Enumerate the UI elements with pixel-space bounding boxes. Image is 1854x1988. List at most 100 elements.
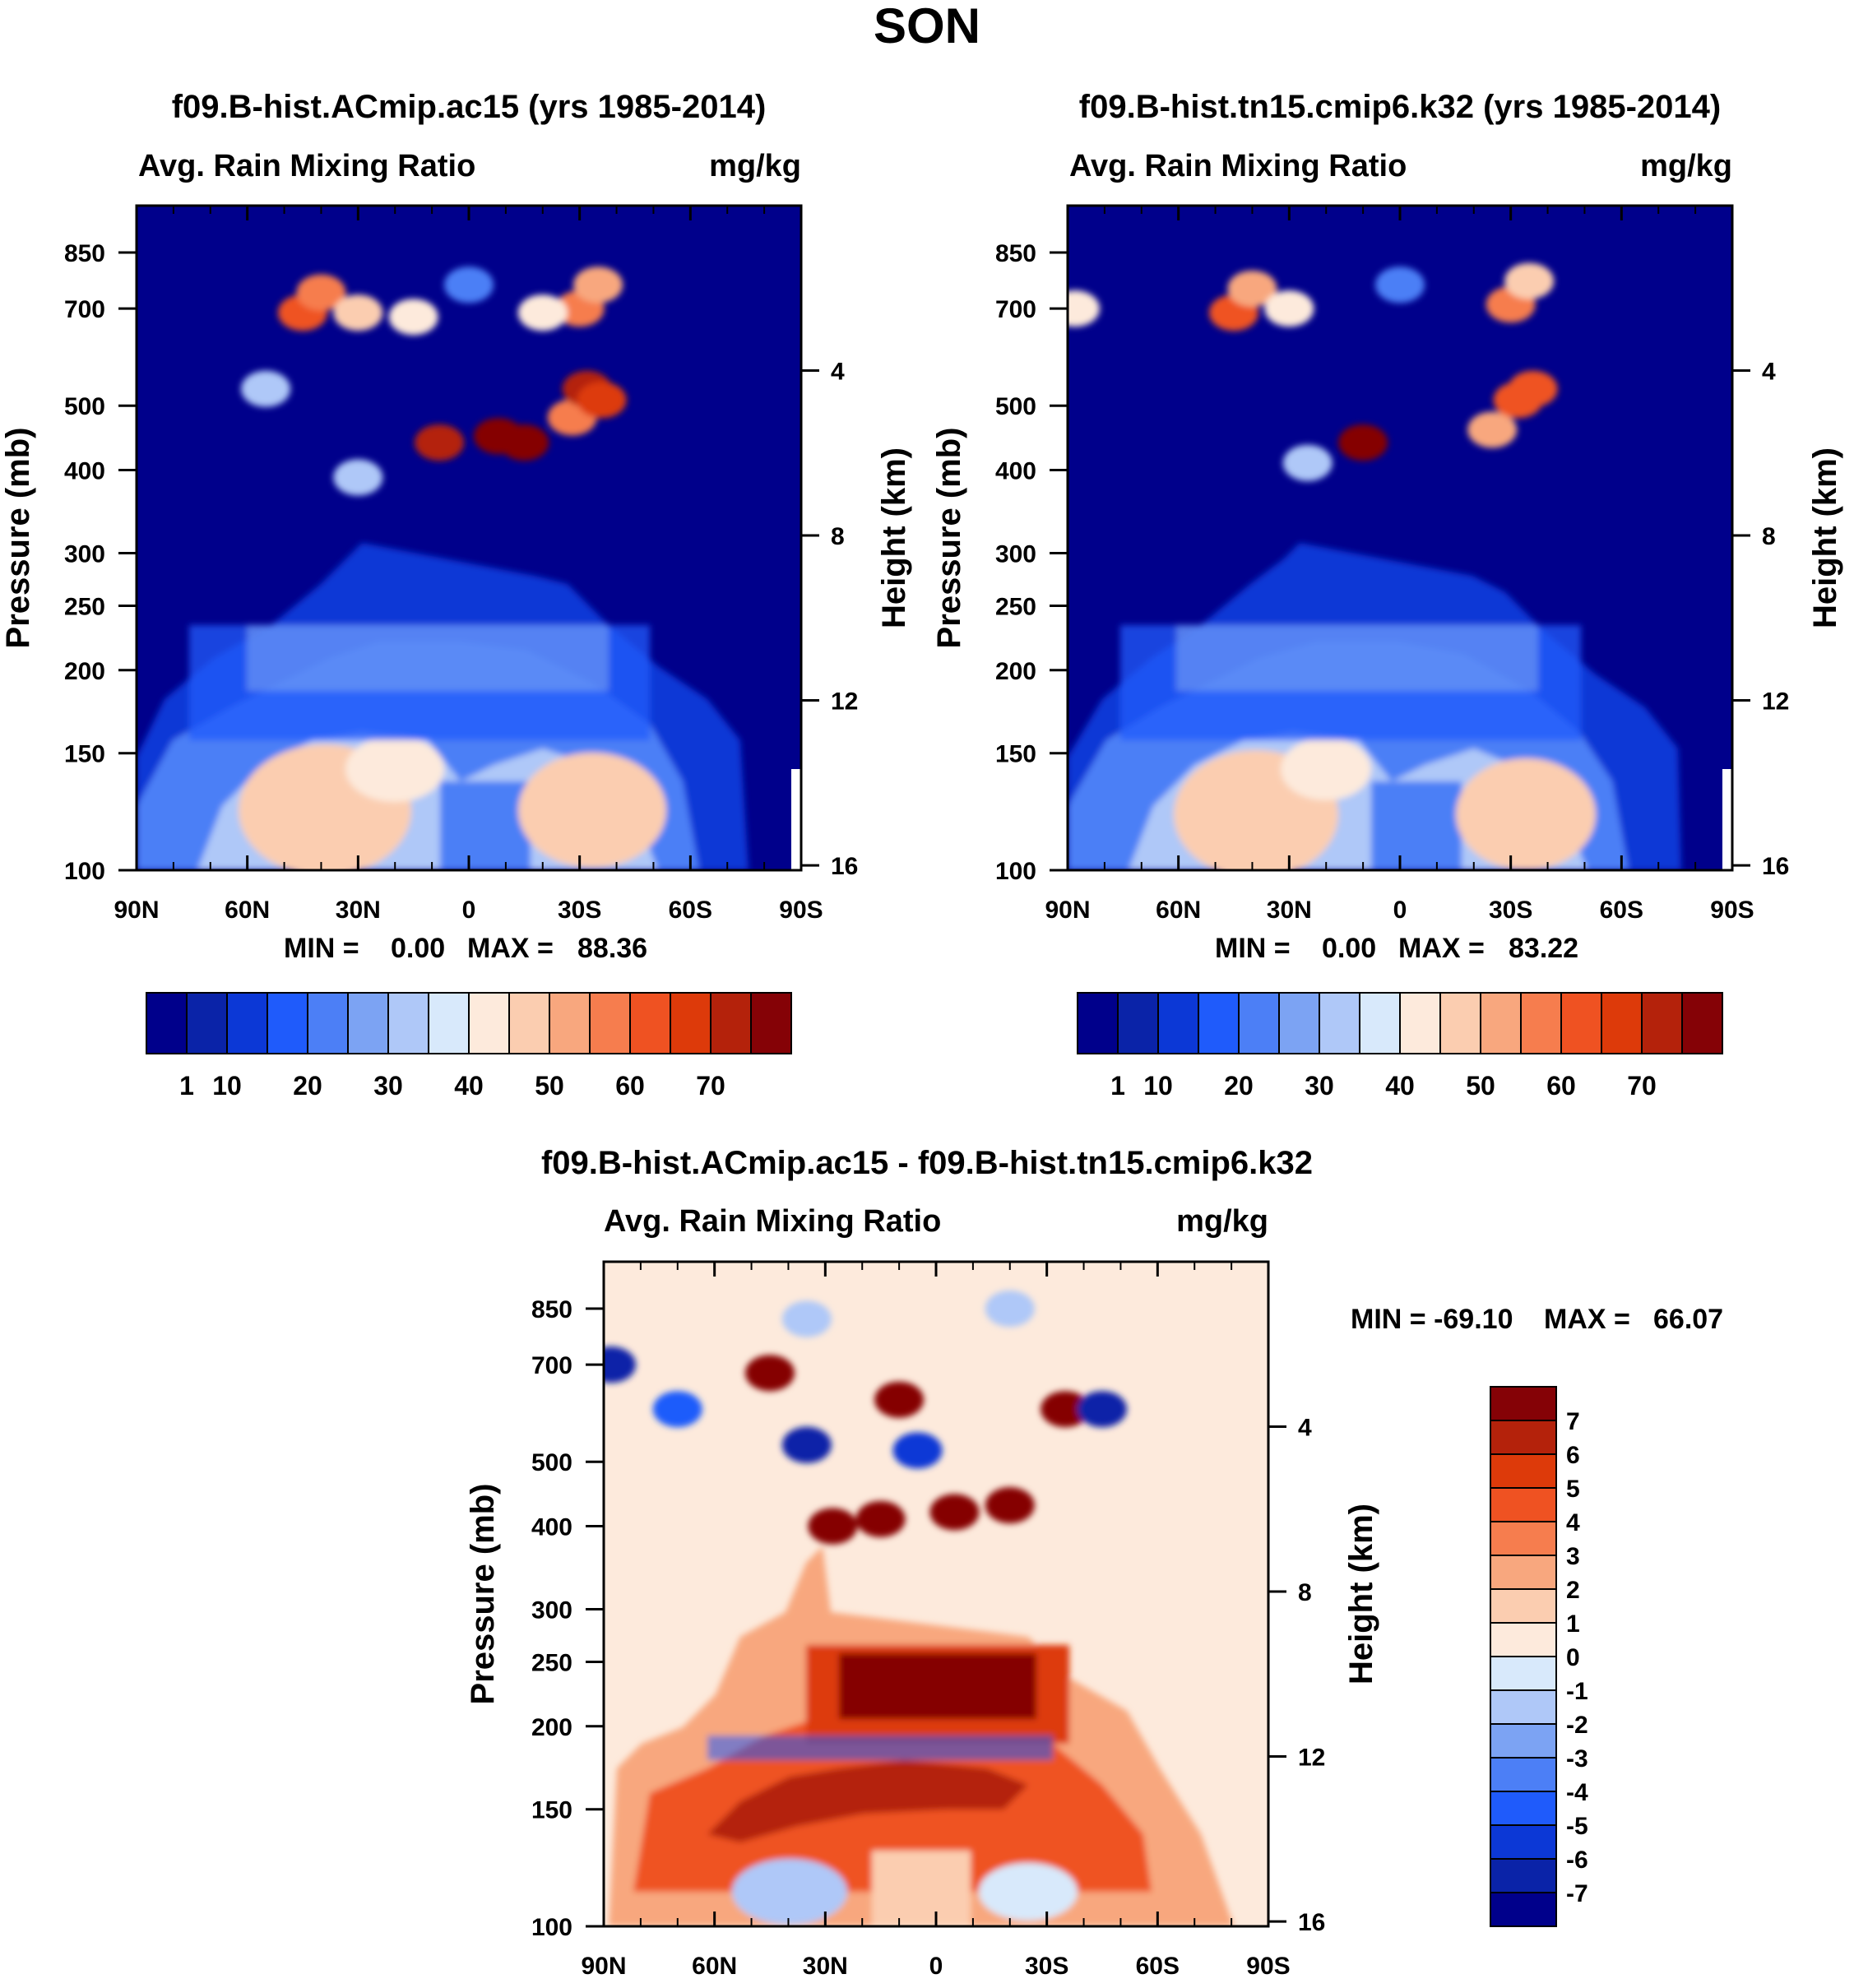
data-cell	[415, 424, 465, 461]
colorbar-box	[1490, 1757, 1557, 1792]
panel-b-title: f09.B-hist.tn15.cmip6.k32 (yrs 1985-2014…	[1079, 89, 1721, 125]
colorbar-label: 1	[1110, 1071, 1125, 1101]
data-cell	[1504, 262, 1555, 299]
panel-b-max-value: 83.22	[1509, 933, 1578, 964]
y-tick-label: 500	[995, 393, 1036, 420]
y-right-tick-label: 4	[831, 359, 845, 386]
colorbar-box	[1681, 992, 1723, 1054]
colorbar-box	[508, 992, 550, 1054]
panel-b-ylabel-right: Height (km)	[1807, 447, 1843, 628]
y-tick-label: 250	[64, 593, 105, 620]
data-cell	[573, 266, 623, 304]
colorbar-box	[1490, 1453, 1557, 1489]
y-tick-label: 700	[531, 1352, 572, 1379]
data-cell	[333, 459, 383, 496]
colorbar-box	[1490, 1555, 1557, 1590]
colorbar-box	[1560, 992, 1602, 1054]
colorbar-label: -4	[1566, 1779, 1588, 1806]
x-tick-label: 90S	[779, 897, 823, 924]
panel-a-ylabel: Pressure (mb)	[0, 428, 36, 649]
y-tick-label: 850	[64, 240, 105, 267]
colorbar-box	[1490, 1723, 1557, 1759]
panel-b-max-label: MAX =	[1398, 933, 1485, 964]
y-right-tick-label: 8	[1762, 523, 1776, 550]
panel-a-field	[137, 206, 801, 870]
panel-a-ylabel-right: Height (km)	[876, 447, 912, 628]
colorbar-label: 50	[535, 1071, 564, 1101]
colorbar-label: 70	[696, 1071, 725, 1101]
panel-b-field	[1068, 206, 1732, 870]
panel-diff-title: f09.B-hist.ACmip.ac15 - f09.B-hist.tn15.…	[541, 1145, 1313, 1181]
data-cell	[985, 1291, 1035, 1328]
panel-diff-axes: 90N 60N 30N 0 30S 60S 90S 100 150 200 250 300 400 500…	[531, 1262, 1325, 1980]
panel-b-axes: 90N 60N 30N 0 30S 60S 90S 100 150 200 250 300 400 500…	[995, 206, 1789, 924]
y-right-tick-label: 12	[1298, 1745, 1325, 1772]
x-tick-label: 60N	[1156, 897, 1201, 924]
x-tick-label: 60N	[225, 897, 270, 924]
x-tick-label: 0	[929, 1953, 943, 1980]
colorbar-box	[1490, 1892, 1557, 1927]
y-right-tick-label: 4	[1762, 359, 1776, 386]
panel-a-min-value: 0.00	[391, 933, 445, 964]
data-cell	[1467, 411, 1518, 448]
colorbar-box	[226, 992, 268, 1054]
data-cell	[333, 294, 383, 331]
y-right-tick-label: 4	[1298, 1415, 1312, 1442]
x-tick-label: 90N	[114, 897, 159, 924]
panel-b-min-label: MIN =	[1215, 933, 1291, 964]
colorbar-box	[629, 992, 671, 1054]
colorbar-box	[1490, 1824, 1557, 1860]
y-right-tick-label: 16	[1298, 1909, 1325, 1936]
colorbar-box	[1641, 992, 1683, 1054]
panel-b-equator-blue	[1371, 781, 1462, 870]
colorbar-box	[1278, 992, 1320, 1054]
colorbar-label: 0	[1566, 1644, 1580, 1671]
panel-diff: f09.B-hist.ACmip.ac15 - f09.B-hist.tn15.…	[465, 1145, 1723, 1980]
colorbar-label: 30	[1305, 1071, 1334, 1101]
panel-diff-units: mg/kg	[1176, 1204, 1268, 1239]
panel-a-mid-pink	[345, 736, 444, 802]
colorbar-label: 30	[373, 1071, 403, 1101]
colorbar-label: 20	[293, 1071, 322, 1101]
x-tick-label: 30N	[1267, 897, 1312, 924]
panel-a-equator-blue	[440, 781, 531, 870]
panel-diff-upper-core	[839, 1653, 1036, 1719]
panel-diff-max-label: MAX =	[1544, 1304, 1630, 1335]
panel-a-colorbar: 1 10 20 30 40 50 60 70	[146, 992, 792, 1101]
colorbar-box	[1490, 1521, 1557, 1556]
x-tick-label: 90S	[1710, 897, 1754, 924]
colorbar-box	[428, 992, 470, 1054]
y-tick-label: 200	[64, 658, 105, 685]
x-tick-label: 90N	[581, 1953, 626, 1980]
data-cell	[296, 274, 346, 311]
colorbar-label: 7	[1566, 1408, 1580, 1435]
panel-a: f09.B-hist.ACmip.ac15 (yrs 1985-2014) Av…	[0, 89, 912, 1101]
colorbar-box	[1117, 992, 1159, 1054]
data-cell	[1338, 424, 1388, 461]
y-tick-label: 250	[995, 593, 1036, 620]
colorbar-box	[710, 992, 752, 1054]
panel-diff-ylabel-right: Height (km)	[1343, 1504, 1379, 1684]
panel-b-sh-warm	[1456, 758, 1596, 870]
panel-b-colorbar: 1 10 20 30 40 50 60 70	[1077, 992, 1723, 1101]
y-tick-label: 150	[64, 741, 105, 768]
colorbar-box	[1490, 1588, 1557, 1624]
data-cell	[781, 1426, 832, 1463]
panel-diff-lower-pale	[872, 1851, 971, 1926]
panel-a-title: f09.B-hist.ACmip.ac15 (yrs 1985-2014)	[172, 89, 767, 125]
y-tick-label: 100	[531, 1914, 572, 1941]
colorbar-label: 60	[1546, 1071, 1576, 1101]
colorbar-label: 10	[212, 1071, 242, 1101]
colorbar-box	[267, 992, 308, 1054]
panel-diff-warm-band	[707, 1760, 1028, 1842]
y-tick-label: 300	[995, 540, 1036, 568]
colorbar-box	[1439, 992, 1481, 1054]
data-cell	[874, 1381, 925, 1418]
data-cell	[1078, 1391, 1127, 1428]
data-cell	[1227, 270, 1277, 307]
colorbar-box	[1490, 1386, 1557, 1421]
panel-b-polar-gap	[1722, 769, 1732, 870]
x-tick-label: 60N	[692, 1953, 737, 1980]
panel-a-axes: 90N 60N 30N 0 30S 60S 90S 100 150 200 250 300 400 500…	[64, 206, 858, 924]
panel-a-max-value: 88.36	[577, 933, 647, 964]
